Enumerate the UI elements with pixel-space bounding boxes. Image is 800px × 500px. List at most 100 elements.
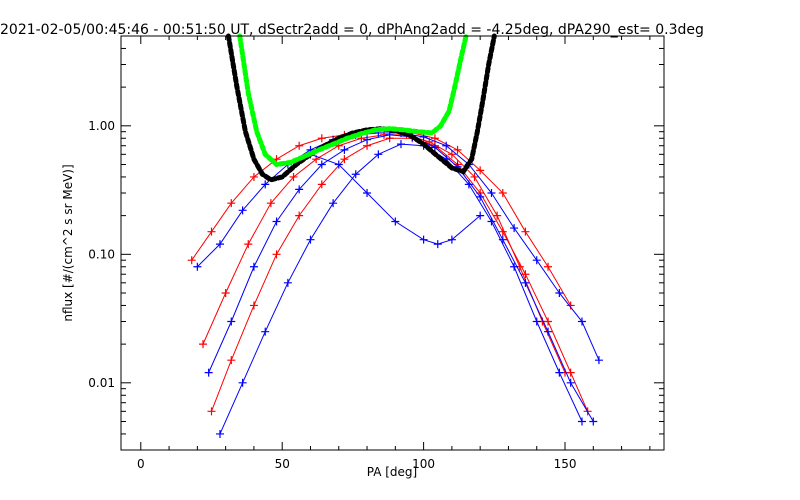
y-tick-label: 0.10 (88, 247, 115, 261)
data-point-cross (433, 240, 442, 249)
data-point-cross (532, 317, 541, 326)
data-point-cross (476, 166, 485, 175)
data-point-cross (464, 180, 473, 189)
data-point-cross (521, 270, 530, 279)
data-point-cross (430, 143, 439, 152)
data-point-cross (498, 189, 507, 198)
chart-title: 2021-02-05/00:45:46 - 00:51:50 UT, dSect… (0, 22, 704, 38)
data-point-cross (238, 206, 247, 215)
x-tick-label: 0 (137, 457, 145, 471)
data-point-cross (207, 407, 216, 416)
data-point-cross (317, 160, 326, 169)
data-point-cross (227, 317, 236, 326)
data-point-cross (577, 317, 586, 326)
x-tick-label: 100 (412, 457, 435, 471)
data-point-cross (261, 180, 270, 189)
data-point-cross (249, 262, 258, 271)
data-point-cross (295, 141, 304, 150)
series-line (211, 137, 589, 412)
fit-curve (237, 33, 469, 168)
data-point-cross (249, 172, 258, 181)
data-point-cross (340, 145, 349, 154)
data-point-cross (555, 368, 564, 377)
data-point-cross (244, 240, 253, 249)
data-point-cross (498, 227, 507, 236)
data-point-cross (487, 189, 496, 198)
data-point-cross (221, 288, 230, 297)
data-point-cross (396, 140, 405, 149)
data-point-cross (470, 172, 479, 181)
data-point-cross (566, 378, 575, 387)
x-axis-label: PA [deg] (367, 465, 417, 479)
data-point-cross (215, 240, 224, 249)
data-point-cross (227, 356, 236, 365)
data-point-cross (317, 180, 326, 189)
data-point-cross (317, 134, 326, 143)
y-axis-label: nflux [#/(cm^2 s sr MeV)] (61, 164, 75, 321)
data-point-cross (187, 256, 196, 265)
axes-layer: 0 50 100 150 0.01 0.10 1.00 (88, 35, 664, 471)
data-point-cross (447, 150, 456, 159)
data-point-cross (272, 250, 281, 259)
data-point-cross (227, 199, 236, 208)
data-point-cross (476, 211, 485, 220)
x-tick-label: 150 (554, 457, 577, 471)
data-point-cross (289, 172, 298, 181)
data-point-cross (447, 235, 456, 244)
data-point-cross (544, 327, 553, 336)
plot-frame (120, 35, 665, 451)
data-point-cross (329, 199, 338, 208)
data-point-cross (249, 301, 258, 310)
data-point-cross (351, 170, 360, 179)
data-point-cross (207, 227, 216, 236)
data-point-cross (521, 227, 530, 236)
data-point-cross (589, 417, 598, 426)
data-point-cross (391, 217, 400, 226)
y-tick-label: 1.00 (88, 119, 115, 133)
data-point-cross (577, 417, 586, 426)
series-3-blue (193, 128, 603, 365)
data-point-cross (340, 155, 349, 164)
data-point-cross (295, 211, 304, 220)
data-point-cross (521, 278, 530, 287)
data-point-cross (532, 256, 541, 265)
data-point-cross (295, 185, 304, 194)
x-tick-label: 50 (275, 457, 290, 471)
data-point-cross (238, 378, 247, 387)
data-point-cross (272, 217, 281, 226)
series-8-green (237, 33, 469, 168)
data-point-cross (215, 429, 224, 438)
series-line (310, 153, 481, 245)
data-point-cross (283, 278, 292, 287)
data-point-cross (374, 150, 383, 159)
data-point-cross (544, 317, 553, 326)
data-point-cross (306, 235, 315, 244)
data-point-cross (555, 288, 564, 297)
data-point-cross (363, 189, 372, 198)
data-point-cross (419, 235, 428, 244)
data-point-cross (594, 356, 603, 365)
data-point-cross (442, 141, 451, 150)
data-layer (187, 33, 603, 438)
data-point-cross (487, 217, 496, 226)
data-point-cross (199, 340, 208, 349)
data-point-cross (476, 192, 485, 201)
data-point-cross (204, 368, 213, 377)
series-5-blue (215, 140, 586, 438)
data-point-cross (363, 135, 372, 144)
data-point-cross (266, 199, 275, 208)
data-point-cross (566, 301, 575, 310)
data-point-cross (566, 368, 575, 377)
data-point-cross (510, 262, 519, 271)
data-point-cross (544, 262, 553, 271)
data-point-cross (261, 327, 270, 336)
data-point-cross (453, 145, 462, 154)
series-1-red (199, 130, 570, 377)
y-tick-label: 0.01 (88, 376, 115, 390)
data-point-cross (510, 224, 519, 233)
data-point-cross (493, 211, 502, 220)
series-line (208, 134, 594, 422)
data-point-cross (334, 160, 343, 169)
